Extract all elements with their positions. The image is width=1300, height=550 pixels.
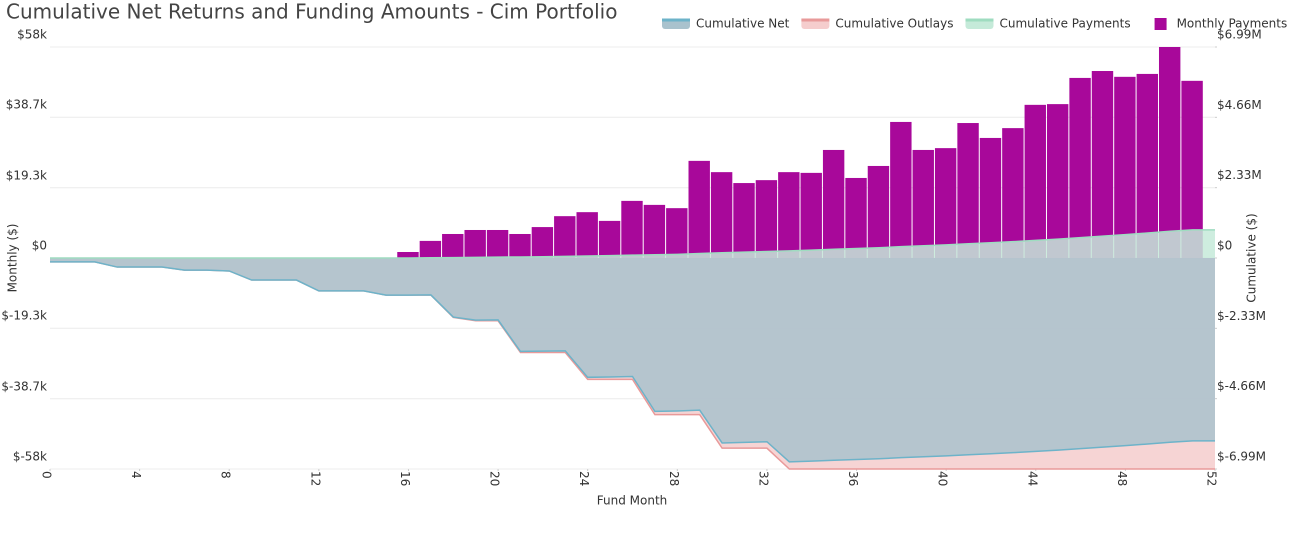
x-tick-label: 40 — [936, 471, 950, 486]
bar — [957, 123, 979, 258]
bar — [554, 216, 576, 258]
x-tick-label: 44 — [1025, 471, 1039, 486]
bar — [890, 121, 912, 258]
x-tick-label: 16 — [398, 471, 412, 486]
x-tick-label: 8 — [219, 471, 233, 479]
bar — [666, 208, 688, 258]
x-tick-label: 52 — [1205, 471, 1219, 486]
legend-swatch — [1154, 18, 1167, 30]
bar — [710, 172, 733, 258]
legend-label: Monthly Payments — [1177, 17, 1288, 31]
bar — [509, 233, 531, 258]
bar — [486, 229, 509, 258]
y2-tick-label: $2.33M — [1217, 168, 1262, 182]
y-tick-label: $-38.7k — [1, 379, 47, 393]
bar — [531, 227, 554, 258]
bar — [755, 180, 778, 258]
area-line — [50, 229, 1215, 259]
chart-title: Cumulative Net Returns and Funding Amoun… — [6, 0, 617, 24]
x-tick-label: 28 — [667, 471, 681, 486]
x-tick-label: 36 — [846, 471, 860, 486]
y-axis-title: Monthly ($) — [6, 224, 20, 293]
x-tick-label: 4 — [129, 471, 143, 479]
bar — [688, 160, 710, 258]
y-tick-label: $0 — [32, 239, 47, 253]
bar — [800, 172, 822, 258]
x-tick-label: 12 — [308, 471, 322, 486]
y-tick-label: $-58k — [13, 450, 47, 464]
x-tick-label: 48 — [1115, 471, 1129, 486]
y2-tick-label: $4.66M — [1217, 98, 1262, 112]
y-tick-label: $-19.3k — [1, 309, 47, 323]
area-fill — [50, 258, 1215, 462]
bar — [598, 220, 621, 258]
bar — [733, 183, 755, 258]
bar — [1114, 76, 1136, 259]
y2-axis-title: Cumulative ($) — [1245, 213, 1259, 302]
bar — [845, 177, 867, 258]
y-tick-label: $38.7k — [6, 98, 47, 112]
bar — [1002, 128, 1024, 258]
x-tick-label: 0 — [40, 471, 54, 479]
bar — [1046, 104, 1069, 259]
x-axis-title: Fund Month — [597, 494, 668, 508]
area-fill — [50, 229, 1215, 258]
bar — [934, 148, 957, 258]
y-tick-label: $19.3k — [6, 168, 47, 182]
y-tick-label: $58k — [17, 28, 47, 42]
bar — [912, 149, 934, 258]
x-tick-label: 20 — [488, 471, 502, 486]
bar — [1136, 73, 1158, 259]
x-tick-label: 24 — [577, 471, 591, 486]
y2-tick-label: $-6.99M — [1217, 450, 1266, 464]
legend-label: Cumulative Net — [696, 17, 790, 31]
bar — [442, 233, 464, 258]
bar — [576, 212, 598, 258]
legend-label: Cumulative Payments — [999, 17, 1130, 31]
legend-label: Cumulative Outlays — [835, 17, 953, 31]
bar — [643, 204, 666, 258]
bar — [1181, 80, 1203, 258]
y2-tick-label: $-2.33M — [1217, 309, 1266, 323]
y2-tick-label: $0 — [1217, 239, 1232, 253]
y2-tick-label: $6.99M — [1217, 28, 1262, 42]
bar — [1158, 47, 1181, 258]
bar — [419, 240, 442, 258]
bar — [464, 229, 486, 258]
bar — [1024, 104, 1046, 258]
bar — [397, 251, 419, 258]
x-tick-label: 32 — [756, 471, 770, 486]
bar — [1091, 71, 1114, 258]
bar — [621, 200, 643, 258]
area-line — [50, 261, 1215, 463]
bar — [822, 149, 845, 258]
bar — [867, 165, 890, 258]
bar — [1069, 77, 1091, 258]
bar — [778, 172, 800, 258]
bar — [979, 137, 1002, 258]
y2-tick-label: $-4.66M — [1217, 379, 1266, 393]
